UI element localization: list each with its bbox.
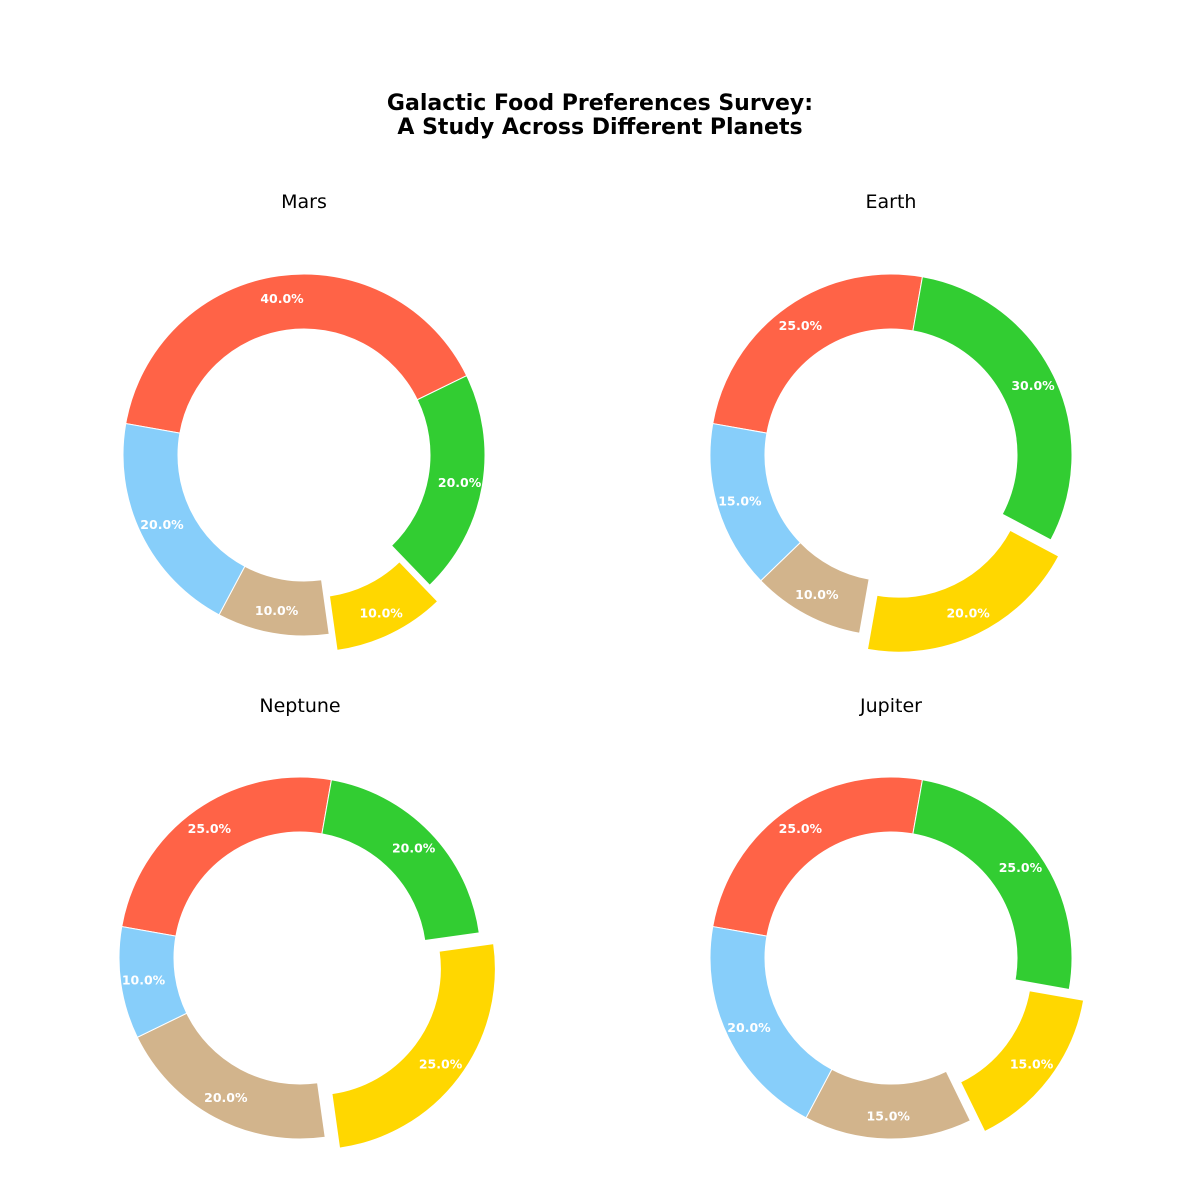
donut-wedge	[136, 1012, 326, 1140]
donut-wedge	[709, 925, 833, 1119]
wedge-percent-label: 25.0%	[999, 860, 1043, 875]
chart-title: Earth	[866, 191, 917, 213]
chart-title: Neptune	[259, 695, 340, 717]
donut-chart-mars: Mars 40.0% 20.0% 10.0% 10.0% 20.0%	[122, 191, 486, 651]
wedge-percent-label: 15.0%	[867, 1108, 911, 1123]
donut-wedge	[866, 529, 1060, 653]
donut-wedge	[912, 779, 1073, 991]
wedge-percent-label: 25.0%	[188, 821, 232, 836]
chart-main-title: Galactic Food Preferences Survey: A Stud…	[0, 92, 1200, 140]
donut-chart-jupiter: Jupiter 25.0% 25.0% 15.0% 15.0% 20.0%	[709, 695, 1085, 1140]
main-title-line-1: Galactic Food Preferences Survey:	[386, 91, 814, 116]
wedge-percent-label: 25.0%	[779, 821, 823, 836]
wedge-percent-label: 10.0%	[255, 603, 299, 618]
donut-wedge	[712, 273, 924, 434]
wedge-percent-label: 20.0%	[438, 475, 482, 490]
donut-wedge	[328, 561, 439, 651]
donut-wedge	[122, 422, 246, 616]
wedge-percent-label: 15.0%	[1010, 1056, 1054, 1071]
wedge-percent-label: 10.0%	[122, 972, 166, 987]
wedge-percent-label: 20.0%	[204, 1090, 248, 1105]
donut-chart-neptune: Neptune 25.0% 20.0% 25.0% 20.0% 10.0%	[118, 695, 496, 1149]
wedge-percent-label: 20.0%	[946, 606, 990, 621]
wedge-percent-label: 20.0%	[140, 517, 184, 532]
donut-wedge	[121, 776, 333, 937]
donut-wedge	[390, 374, 486, 586]
wedge-percent-label: 10.0%	[795, 587, 839, 602]
chart-title: Mars	[281, 191, 327, 213]
donut-wedge	[805, 1068, 972, 1140]
donut-wedge	[321, 779, 480, 942]
wedge-percent-label: 20.0%	[392, 841, 436, 856]
donut-wedge	[118, 925, 188, 1039]
donut-chart-earth: Earth 25.0% 30.0% 20.0% 10.0% 15.0%	[709, 191, 1073, 653]
wedge-percent-label: 25.0%	[419, 1056, 463, 1071]
wedge-percent-label: 30.0%	[1011, 378, 1055, 393]
wedge-percent-label: 20.0%	[727, 1020, 771, 1035]
donut-wedge	[712, 776, 924, 937]
donut-wedge	[125, 273, 468, 434]
donut-wedge	[912, 276, 1073, 541]
wedge-percent-label: 10.0%	[359, 606, 403, 621]
donut-wedge	[709, 422, 802, 582]
wedge-percent-label: 25.0%	[779, 318, 823, 333]
main-title-line-2: A Study Across Different Planets	[397, 115, 803, 140]
donut-wedge	[959, 990, 1085, 1133]
chart-title: Jupiter	[859, 695, 922, 717]
donut-wedge	[331, 943, 496, 1149]
wedge-percent-label: 15.0%	[718, 494, 762, 509]
wedge-percent-label: 40.0%	[260, 291, 304, 306]
